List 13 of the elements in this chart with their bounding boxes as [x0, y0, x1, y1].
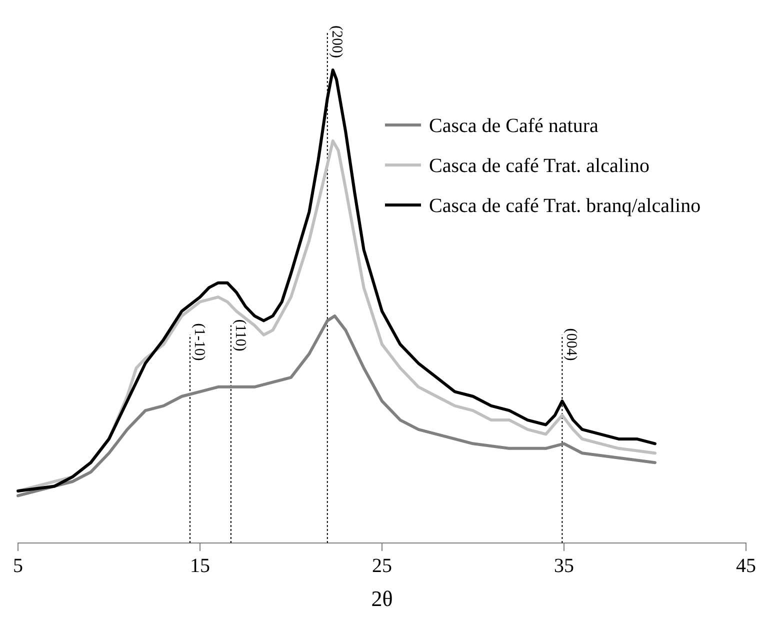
x-tick-label: 5 [13, 555, 23, 577]
x-axis-title: 2θ [371, 586, 393, 611]
legend-label: Casca de café Trat. branq/alcalino [429, 195, 701, 217]
annotation: (004) [563, 328, 580, 361]
annotation: (1-10) [190, 323, 207, 361]
x-tick-label: 45 [736, 555, 756, 577]
legend-label: Casca de café Trat. alcalino [429, 155, 650, 177]
annotation: (200) [328, 26, 344, 58]
x-tick-label: 25 [372, 555, 392, 577]
annotation: (110) [232, 319, 248, 352]
legend-label: Casca de Café natura [429, 115, 598, 137]
x-tick-label: 15 [190, 555, 210, 577]
x-tick-label: 35 [554, 555, 574, 577]
